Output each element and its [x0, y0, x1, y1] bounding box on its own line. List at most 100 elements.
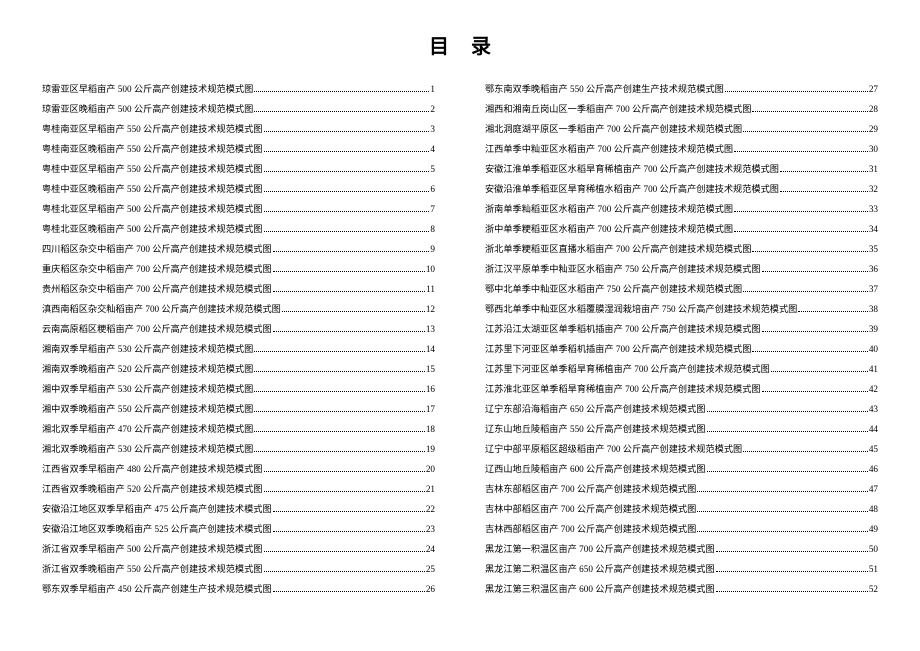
toc-entry: 湘西和湘南丘岗山区一季稻亩产 700 公斤高产创建技术规范模式图28 — [485, 105, 878, 114]
toc-entry: 辽宁中部平原稻区超级稻亩产 700 公斤高产创建技术规范模式图45 — [485, 445, 878, 454]
toc-leader-dots — [254, 451, 425, 452]
toc-page-number: 49 — [869, 525, 878, 534]
toc-leader-dots — [707, 471, 868, 472]
toc-entry: 辽宁东部沿海稻亩产 650 公斤高产创建技术规范模式图43 — [485, 405, 878, 414]
toc-leader-dots — [752, 351, 867, 352]
toc-entry-text: 湘西和湘南丘岗山区一季稻亩产 700 公斤高产创建技术规范模式图 — [485, 105, 751, 114]
toc-entry-text: 鄂中北单季中籼亚区水稻亩产 750 公斤高产创建技术规范模式图 — [485, 285, 742, 294]
toc-leader-dots — [264, 231, 430, 232]
toc-entry: 粤桂南亚区早稻亩产 550 公斤高产创建技术规范模式图3 — [42, 125, 435, 134]
toc-entry: 黑龙江第二积温区亩产 650 公斤高产创建技术规范模式图51 — [485, 565, 878, 574]
toc-page-number: 41 — [869, 365, 878, 374]
toc-entry: 云南高原稻区粳稻亩产 700 公斤高产创建技术规范模式图13 — [42, 325, 435, 334]
toc-leader-dots — [752, 251, 867, 252]
toc-leader-dots — [254, 391, 425, 392]
toc-entry: 粤桂北亚区早稻亩产 500 公斤高产创建技术规范模式图7 — [42, 205, 435, 214]
toc-page-number: 17 — [426, 405, 435, 414]
toc-leader-dots — [264, 151, 430, 152]
toc-entry: 江苏沿江太湖亚区单季稻机插亩产 700 公斤高产创建技术规范模式图39 — [485, 325, 878, 334]
toc-leader-dots — [273, 531, 425, 532]
toc-entry: 湘北双季早稻亩产 470 公斤高产创建技术规范模式图18 — [42, 425, 435, 434]
toc-leader-dots — [254, 351, 425, 352]
toc-page-number: 31 — [869, 165, 878, 174]
toc-entry-text: 鄂东南双季晚稻亩产 550 公斤高产创建生产技术规范模式图 — [485, 85, 724, 94]
toc-entry: 黑龙江第三积温区亩产 600 公斤高产创建技术规范模式图52 — [485, 585, 878, 594]
toc-leader-dots — [716, 571, 868, 572]
toc-entry: 湘北洞庭湖平原区一季稻亩产 700 公斤高产创建技术规范模式图29 — [485, 125, 878, 134]
toc-page-number: 37 — [869, 285, 878, 294]
toc-entry-text: 黑龙江第二积温区亩产 650 公斤高产创建技术规范模式图 — [485, 565, 715, 574]
toc-entry: 浙江汉平原单季中籼亚区水稻亩产 750 公斤高产创建技术规范模式图36 — [485, 265, 878, 274]
toc-page-number: 20 — [426, 465, 435, 474]
toc-leader-dots — [780, 171, 868, 172]
toc-page-number: 2 — [430, 105, 435, 114]
toc-entry: 粤桂中亚区早稻亩产 550 公斤高产创建技术规范模式图5 — [42, 165, 435, 174]
toc-entry: 安徽沿淮单季稻亚区旱育稀植水稻亩产 700 公斤高产创建技术规范模式图 32 — [485, 185, 878, 194]
toc-page-number: 45 — [869, 445, 878, 454]
toc-page-number: 50 — [869, 545, 878, 554]
toc-entry: 江西省双季早稻亩产 480 公斤高产创建技术规范模式图20 — [42, 465, 435, 474]
toc-leader-dots — [707, 411, 868, 412]
toc-entry-text: 粤桂南亚区早稻亩产 550 公斤高产创建技术规范模式图 — [42, 125, 263, 134]
toc-entry: 安徽沿江地区双季早稻亩产 475 公斤高产创建技术模式图22 — [42, 505, 435, 514]
toc-page-number: 40 — [869, 345, 878, 354]
toc-entry: 江苏里下河亚区单季稻机插亩产 700 公斤高产创建技术规范模式图 40 — [485, 345, 878, 354]
toc-entry: 湘南双季早稻亩产 530 公斤高产创建技术规范模式图14 — [42, 345, 435, 354]
page-title: 目录 — [42, 30, 878, 59]
toc-entry-text: 安徽沿淮单季稻亚区旱育稀植水稻亩产 700 公斤高产创建技术规范模式图 — [485, 185, 779, 194]
toc-leader-dots — [697, 511, 868, 512]
toc-entry-text: 湘北双季早稻亩产 470 公斤高产创建技术规范模式图 — [42, 425, 253, 434]
toc-entry-text: 琼雷亚区早稻亩产 500 公斤高产创建技术规范模式图 — [42, 85, 253, 94]
toc-leader-dots — [264, 491, 425, 492]
toc-leader-dots — [771, 371, 868, 372]
toc-leader-dots — [264, 211, 430, 212]
toc-page-number: 9 — [430, 245, 435, 254]
toc-entry: 粤桂北亚区晚稻亩产 500 公斤高产创建技术规范模式图8 — [42, 225, 435, 234]
toc-leader-dots — [264, 551, 425, 552]
toc-entry: 吉林中部稻区亩产 700 公斤高产创建技术规范模式图48 — [485, 505, 878, 514]
toc-page-number: 46 — [869, 465, 878, 474]
toc-entry-text: 湘中双季早稻亩产 530 公斤高产创建技术规范模式图 — [42, 385, 253, 394]
toc-leader-dots — [254, 111, 429, 112]
toc-page-number: 5 — [430, 165, 435, 174]
toc-leader-dots — [254, 431, 425, 432]
toc-page-number: 36 — [869, 265, 878, 274]
toc-entry: 贵州稻区杂交中稻亩产 700 公斤高产创建技术规范模式图 11 — [42, 285, 435, 294]
toc-leader-dots — [264, 191, 430, 192]
toc-leader-dots — [273, 591, 425, 592]
toc-page-number: 14 — [426, 345, 435, 354]
toc-entry: 江西省双季晚稻亩产 520 公斤高产创建技术规范模式图21 — [42, 485, 435, 494]
toc-page-number: 48 — [869, 505, 878, 514]
toc-entry-text: 云南高原稻区粳稻亩产 700 公斤高产创建技术规范模式图 — [42, 325, 272, 334]
toc-entry-text: 四川稻区杂交中稻亩产 700 公斤高产创建技术规范模式图 — [42, 245, 272, 254]
toc-page-number: 32 — [869, 185, 878, 194]
toc-entry-text: 江苏里下河亚区单季稻旱育稀植亩产 700 公斤高产创建技术规范模式图 — [485, 365, 770, 374]
toc-page-number: 44 — [869, 425, 878, 434]
toc-entry: 鄂中北单季中籼亚区水稻亩产 750 公斤高产创建技术规范模式图 37 — [485, 285, 878, 294]
toc-page-number: 10 — [426, 265, 435, 274]
toc-page-number: 35 — [869, 245, 878, 254]
toc-entry-text: 湘中双季晚稻亩产 550 公斤高产创建技术规范模式图 — [42, 405, 253, 414]
toc-page-number: 24 — [426, 545, 435, 554]
toc-entry: 湘中双季晚稻亩产 550 公斤高产创建技术规范模式图 17 — [42, 405, 435, 414]
toc-entry: 浙江省双季晚稻亩产 550 公斤高产创建技术规范模式图25 — [42, 565, 435, 574]
toc-leader-dots — [752, 111, 867, 112]
toc-entry-text: 湘北双季晚稻亩产 530 公斤高产创建技术规范模式图 — [42, 445, 253, 454]
toc-leader-dots — [254, 411, 425, 412]
toc-entry: 琼雷亚区早稻亩产 500 公斤高产创建技术规范模式图1 — [42, 85, 435, 94]
toc-left-column: 琼雷亚区早稻亩产 500 公斤高产创建技术规范模式图1 琼雷亚区晚稻亩产 500 … — [42, 85, 435, 605]
toc-entry: 滇西南稻区杂交籼稻亩产 700 公斤高产创建技术规范模式图12 — [42, 305, 435, 314]
toc-entry-text: 安徽沿江地区双季晚稻亩产 525 公斤高产创建技术模式图 — [42, 525, 272, 534]
toc-page-number: 11 — [426, 285, 435, 294]
toc-entry-text: 辽宁东部沿海稻亩产 650 公斤高产创建技术规范模式图 — [485, 405, 706, 414]
toc-entry-text: 贵州稻区杂交中稻亩产 700 公斤高产创建技术规范模式图 — [42, 285, 272, 294]
toc-entry: 湘南双季晚稻亩产 520 公斤高产创建技术规范模式图15 — [42, 365, 435, 374]
toc-entry-text: 琼雷亚区晚稻亩产 500 公斤高产创建技术规范模式图 — [42, 105, 253, 114]
toc-entry: 鄂东南双季晚稻亩产 550 公斤高产创建生产技术规范模式图27 — [485, 85, 878, 94]
toc-page-number: 15 — [426, 365, 435, 374]
toc-entry: 粤桂中亚区晚稻亩产 550 公斤高产创建技术规范模式图6 — [42, 185, 435, 194]
toc-leader-dots — [273, 271, 425, 272]
toc-entry: 浙江省双季早稻亩产 500 公斤高产创建技术规范模式图24 — [42, 545, 435, 554]
toc-entry-text: 江苏里下河亚区单季稻机插亩产 700 公斤高产创建技术规范模式图 — [485, 345, 751, 354]
toc-page-number: 34 — [869, 225, 878, 234]
